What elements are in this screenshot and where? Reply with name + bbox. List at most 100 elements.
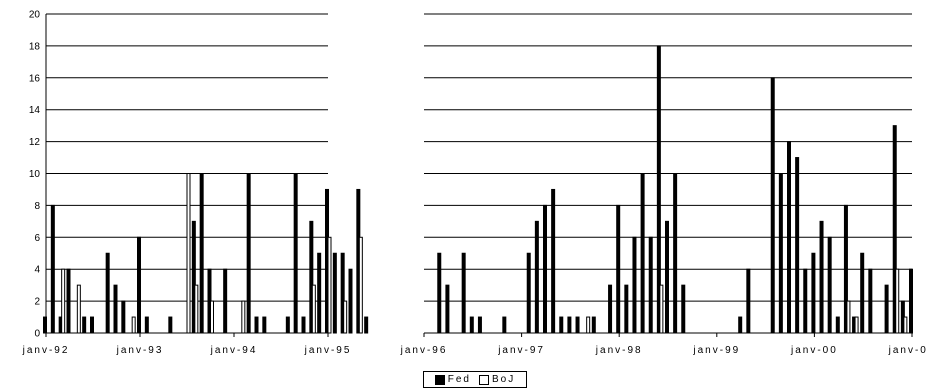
bar-fed [551, 188, 556, 334]
bar-fed [624, 284, 629, 334]
bar-fed [795, 157, 800, 334]
bar-fed [121, 300, 126, 334]
bar-fed [843, 204, 848, 334]
bar-boj [210, 300, 214, 334]
bar-fed [575, 316, 580, 334]
bar-fed [332, 252, 337, 334]
bar-fed [113, 284, 118, 334]
bar-fed [90, 316, 94, 334]
bar-boj [131, 316, 136, 334]
legend-item-fed: Fed [434, 374, 471, 385]
bar-fed [787, 141, 791, 334]
legend-swatch-boj [479, 374, 489, 385]
bar-fed [892, 125, 897, 334]
y-tick-label: 14 [29, 105, 41, 116]
bar-fed [223, 268, 228, 334]
bar-fed [819, 220, 824, 334]
bar-fed [567, 316, 572, 334]
x-tick-label: janv-95 [304, 345, 352, 356]
y-tick-label: 0 [34, 329, 40, 340]
legend: Fed BoJ [423, 371, 527, 388]
bar-fed [632, 236, 637, 334]
bar-boj [311, 284, 316, 334]
bar-fed [50, 204, 55, 334]
legend-swatch-fed [434, 374, 445, 385]
bar-fed [811, 252, 816, 334]
bar-fed [191, 220, 196, 334]
bar-fed [262, 316, 267, 334]
bar-fed [137, 236, 141, 334]
legend-label-boj: BoJ [492, 374, 516, 385]
bar-fed [648, 236, 653, 334]
bar-fed [673, 173, 678, 334]
bar-fed [738, 316, 743, 334]
bar-fed [656, 45, 661, 334]
bar-fed [591, 316, 596, 334]
bar-boj [586, 316, 591, 334]
x-tick-label: janv-93 [116, 345, 164, 356]
bar-fed [437, 252, 442, 334]
bar-fed [534, 220, 539, 334]
bar-fed [502, 316, 507, 334]
bar-fed [616, 204, 621, 334]
bar-fed [868, 268, 873, 334]
bar-fed [559, 316, 564, 334]
bar-boj [358, 236, 363, 334]
bar-fed [254, 316, 259, 334]
bar-fed [285, 316, 290, 334]
bar-boj [895, 268, 900, 334]
bar-fed [340, 252, 345, 334]
bar-fed [317, 252, 322, 334]
bar-boj [343, 300, 348, 334]
bar-boj [846, 300, 851, 334]
y-tick-label: 8 [34, 201, 40, 212]
bar-fed [746, 268, 751, 334]
bar-fed [301, 316, 306, 334]
y-tick-label: 10 [29, 169, 41, 180]
x-tick-label: janv-01 [888, 345, 926, 356]
x-tick-label: janv-92 [22, 345, 70, 356]
y-tick-label: 6 [34, 233, 40, 244]
y-tick-label: 2 [34, 297, 40, 308]
x-tick-label: janv-00 [790, 345, 838, 356]
bar-fed [665, 220, 669, 334]
bar-boj [76, 284, 81, 334]
y-tick-label: 16 [29, 73, 41, 84]
bar-boj [659, 284, 664, 334]
bar-fed [640, 173, 645, 334]
x-tick-label: janv-98 [595, 345, 643, 356]
bar-fed [469, 316, 474, 334]
bar-fed [884, 284, 889, 334]
bar-boj [194, 284, 199, 334]
bar-fed [445, 284, 450, 334]
bar-fed [246, 173, 251, 334]
bar-fed [681, 284, 686, 334]
bar-fed [309, 220, 314, 334]
bar-boj [854, 316, 859, 334]
bar-fed [778, 173, 783, 334]
x-tick-label: janv-96 [400, 345, 448, 356]
bar-fed [835, 316, 840, 334]
y-tick-label: 20 [29, 10, 41, 21]
bar-fed [364, 316, 369, 334]
bar-boj [61, 268, 66, 334]
bar-fed [477, 316, 482, 334]
bar-fed [348, 268, 353, 334]
bar-fed [105, 252, 110, 334]
bar-fed [144, 316, 149, 334]
bar-fed [66, 268, 71, 334]
bar-fed [803, 268, 808, 334]
bar-fed [608, 284, 613, 334]
bar-fed [827, 236, 832, 334]
bar-fed [199, 173, 204, 334]
bar-fed [909, 268, 913, 334]
bar-boj [327, 236, 332, 334]
y-tick-label: 4 [34, 265, 40, 276]
bar-boj [903, 316, 908, 334]
legend-item-boj: BoJ [479, 374, 515, 385]
bar-fed [543, 204, 547, 334]
x-tick-label: janv-99 [692, 345, 740, 356]
bar-boj [241, 300, 246, 334]
y-tick-label: 12 [29, 137, 41, 148]
